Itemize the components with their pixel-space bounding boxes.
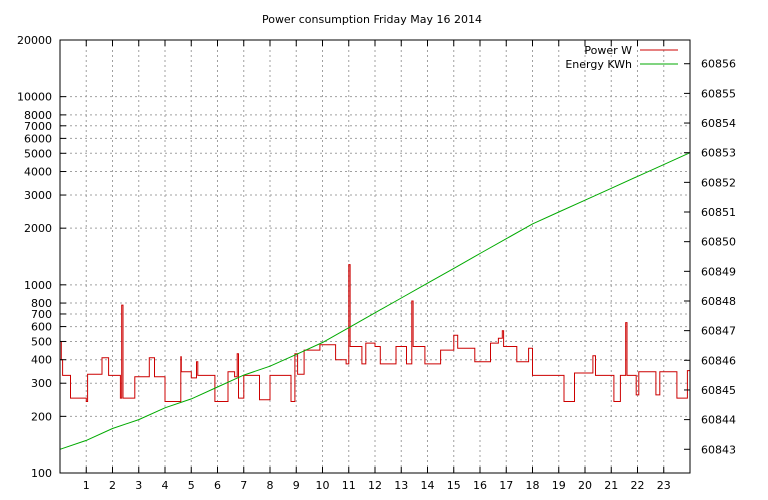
y-left-tick-label: 8000 <box>24 109 52 122</box>
y-left-tick-label: 400 <box>31 354 52 367</box>
chart-title: Power consumption Friday May 16 2014 <box>262 13 482 26</box>
x-tick-label: 14 <box>421 479 435 492</box>
x-tick-label: 2 <box>109 479 116 492</box>
y-right-tick-label: 60855 <box>701 87 736 100</box>
x-tick-label: 9 <box>293 479 300 492</box>
y-right-tick-label: 60856 <box>701 58 736 71</box>
x-tick-label: 6 <box>214 479 221 492</box>
y-right-tick-label: 60854 <box>701 117 736 130</box>
y-left-tick-label: 3000 <box>24 189 52 202</box>
y-right-tick-label: 60848 <box>701 295 736 308</box>
x-tick-label: 21 <box>604 479 618 492</box>
power-w-series-line <box>60 264 690 402</box>
y-left-tick-label: 100 <box>31 467 52 480</box>
x-tick-label: 4 <box>162 479 169 492</box>
y-left-tick-label: 10000 <box>17 91 52 104</box>
y-left-tick-label: 1000 <box>24 279 52 292</box>
y-right-tick-label: 60849 <box>701 265 736 278</box>
y-right-tick-label: 60843 <box>701 443 736 456</box>
y-right-tick-label: 60844 <box>701 414 736 427</box>
y-left-tick-label: 4000 <box>24 166 52 179</box>
x-tick-label: 12 <box>368 479 382 492</box>
x-tick-label: 3 <box>135 479 142 492</box>
x-tick-label: 16 <box>473 479 487 492</box>
y-left-tick-label: 5000 <box>24 147 52 160</box>
y-left-tick-label: 7000 <box>24 120 52 133</box>
x-tick-label: 19 <box>552 479 566 492</box>
y-left-tick-label: 200 <box>31 410 52 423</box>
series-layer <box>59 152 691 450</box>
y-left-tick-label: 700 <box>31 308 52 321</box>
x-tick-label: 13 <box>394 479 408 492</box>
x-tick-label: 20 <box>578 479 592 492</box>
x-tick-label: 18 <box>526 479 540 492</box>
x-tick-label: 17 <box>499 479 513 492</box>
y-right-tick-label: 60845 <box>701 384 736 397</box>
y-right-tick-label: 60853 <box>701 147 736 160</box>
grid-lines <box>60 40 690 473</box>
y-left-tick-label: 500 <box>31 335 52 348</box>
y-left-tick-label: 6000 <box>24 132 52 145</box>
energy-kwh-series-line <box>59 152 691 450</box>
x-tick-label: 11 <box>342 479 356 492</box>
x-tick-label: 5 <box>188 479 195 492</box>
legend-label: Energy KWh <box>565 58 632 71</box>
y-right-tick-label: 60852 <box>701 176 736 189</box>
y-left-tick-label: 800 <box>31 297 52 310</box>
x-tick-label: 10 <box>316 479 330 492</box>
x-tick-label: 8 <box>267 479 274 492</box>
y-right-tick-label: 60846 <box>701 354 736 367</box>
right-axis-tick-labels: 60843 60844 60845 60846 60847 60848 60849 60850… <box>701 58 736 457</box>
x-tick-label: 22 <box>631 479 645 492</box>
y-left-tick-label: 600 <box>31 321 52 334</box>
y-right-tick-label: 60847 <box>701 325 736 338</box>
legend-label: Power W <box>584 44 632 57</box>
x-tick-label: 1 <box>83 479 90 492</box>
x-tick-label: 23 <box>657 479 671 492</box>
x-tick-label: 7 <box>240 479 247 492</box>
y-left-tick-label: 2000 <box>24 222 52 235</box>
x-axis-tick-labels: 1 2 3 4 5 6 7 8 9 10 11 12 13 14 15 16 17 18 19 20 21 22 23 <box>83 479 671 492</box>
y-right-tick-label: 60850 <box>701 236 736 249</box>
y-left-tick-label: 300 <box>31 377 52 390</box>
y-left-tick-label: 20000 <box>17 34 52 47</box>
x-tick-label: 15 <box>447 479 461 492</box>
frame-ticks <box>60 39 690 474</box>
y-right-tick-label: 60851 <box>701 206 736 219</box>
